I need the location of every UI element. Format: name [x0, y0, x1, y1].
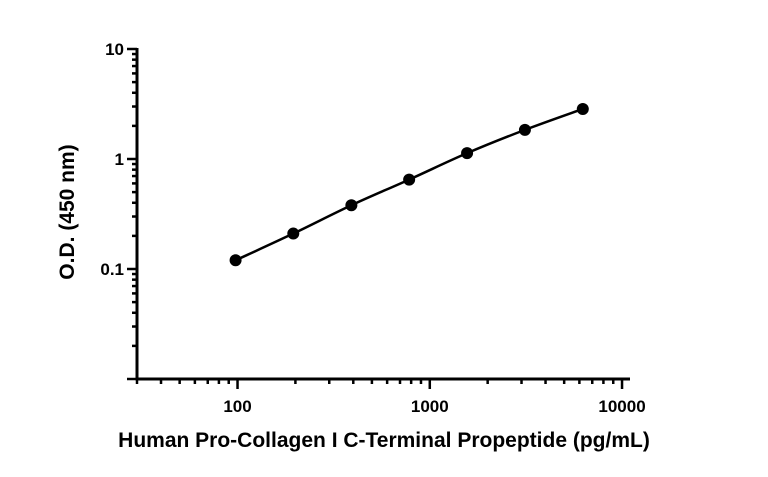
y-tick-label: 1	[115, 150, 124, 169]
x-major-ticks	[236, 379, 624, 389]
data-point	[518, 123, 531, 136]
y-major-ticks	[127, 47, 137, 381]
data-point	[287, 227, 300, 240]
x-tick-label: 100	[223, 397, 251, 416]
x-tick-label: 10000	[598, 397, 645, 416]
x-tick-label: 1000	[411, 397, 449, 416]
data-point	[229, 254, 242, 267]
x-tick-labels: 100 1000 10000	[223, 397, 645, 416]
data-point	[576, 102, 589, 115]
y-tick-label: 10	[105, 40, 124, 59]
data-point	[403, 173, 416, 186]
data-point	[461, 147, 474, 160]
y-axis-title: O.D. (450 nm)	[56, 144, 79, 279]
data-point	[345, 199, 358, 212]
y-tick-labels: 0.1 1 10	[100, 40, 124, 279]
x-axis-title: Human Pro-Collagen I C-Terminal Propepti…	[118, 429, 650, 452]
y-tick-label: 0.1	[100, 260, 124, 279]
data-points	[229, 102, 589, 267]
